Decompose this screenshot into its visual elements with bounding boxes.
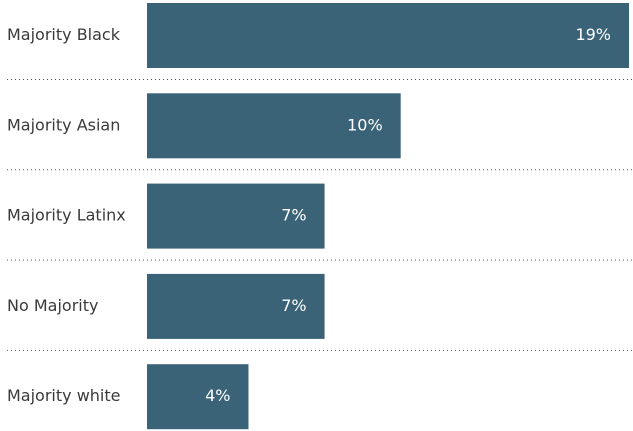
bar [147, 3, 629, 68]
category-label: Majority Asian [7, 115, 120, 134]
value-label: 7% [281, 206, 306, 225]
bar [147, 364, 249, 430]
category-label: Majority white [7, 386, 120, 405]
category-label: No Majority [7, 296, 98, 315]
bar [147, 273, 325, 339]
category-label: Majority Latinx [7, 206, 126, 225]
value-label: 19% [575, 25, 611, 44]
value-label: 10% [347, 115, 383, 134]
bar [147, 93, 401, 159]
category-label: Majority Black [7, 25, 121, 44]
value-label: 7% [281, 296, 306, 315]
bar [147, 183, 325, 249]
value-label: 4% [205, 386, 230, 405]
